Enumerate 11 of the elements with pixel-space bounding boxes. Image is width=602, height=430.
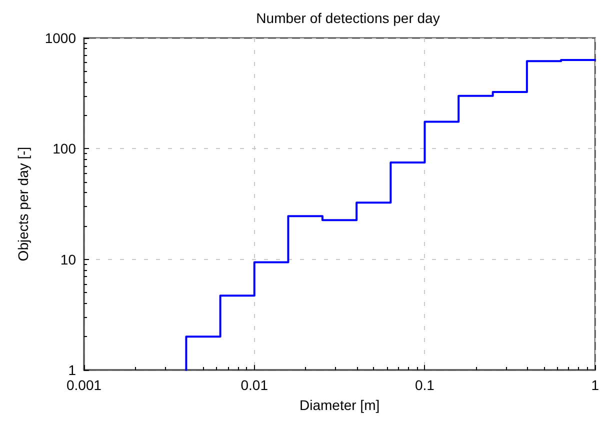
- y-tick-label: 10: [60, 251, 76, 268]
- x-axis-title: Diameter [m]: [299, 397, 380, 413]
- y-tick-label: 1000: [44, 30, 76, 46]
- x-tick-label: 0.1: [415, 377, 435, 393]
- x-tick-label: 0.01: [240, 377, 268, 393]
- y-tick-label: 100: [52, 140, 76, 157]
- chart-title: Number of detections per day: [256, 10, 440, 26]
- y-tick-label: 1: [68, 362, 76, 378]
- x-tick-label: 1: [591, 377, 600, 393]
- y-axis-title: Objects per day [-]: [15, 146, 31, 262]
- x-tick-label: 0.001: [66, 377, 102, 393]
